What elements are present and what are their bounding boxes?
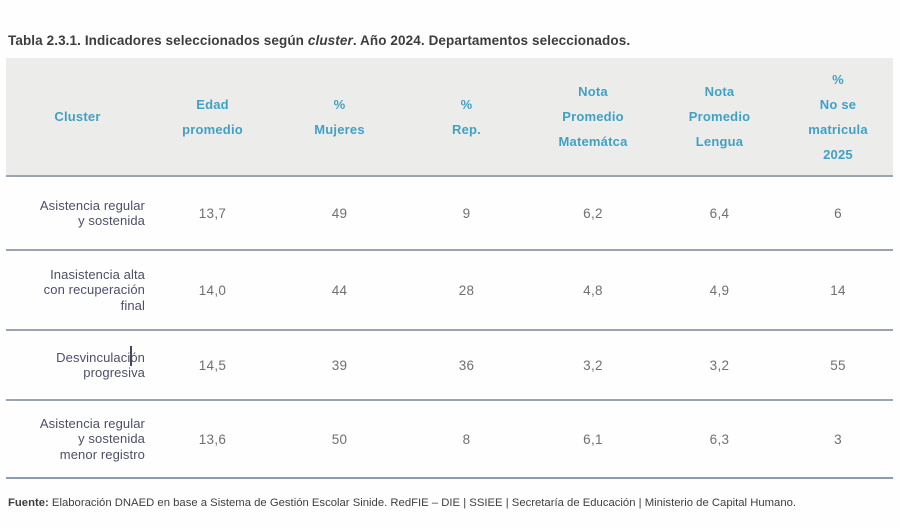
cell-value: 6,3 (656, 399, 783, 479)
cell-value: 39 (276, 329, 403, 400)
row-label: Desvinculación progresiva (6, 329, 149, 400)
row-label: Asistencia regular y sostenida (6, 175, 149, 250)
cell-value: 28 (403, 249, 530, 330)
table-title-pre: Tabla 2.3.1. Indicadores seleccionados s… (8, 33, 308, 48)
col-header-pct-no-matricula: % No se matricula 2025 (808, 71, 868, 162)
col-header-nota-matematica: Nota Promedio Matemátca (558, 84, 628, 149)
cell-value: 50 (276, 399, 403, 479)
source-note-label: Fuente: (8, 497, 49, 509)
cell-value: 36 (403, 329, 530, 400)
table-title-italic: cluster (307, 33, 353, 48)
cell-value: 13,7 (149, 175, 276, 250)
cell-value: 13,6 (149, 399, 276, 479)
cell-value: 14,5 (149, 329, 276, 400)
table-row: Asistencia regular y sostenida menor reg… (6, 399, 893, 479)
indicators-table: Cluster Edad promedio % Mujeres % Rep. N… (6, 58, 893, 479)
table-title: Tabla 2.3.1. Indicadores seleccionados s… (8, 33, 630, 48)
cell-value: 49 (276, 175, 403, 250)
source-note: Fuente: Elaboración DNAED en base a Sist… (8, 497, 796, 509)
cell-value: 3,2 (530, 329, 656, 400)
col-header-pct-mujeres: % Mujeres (314, 96, 365, 137)
source-note-text: Elaboración DNAED en base a Sistema de G… (48, 497, 797, 509)
cell-value: 14,0 (149, 249, 276, 330)
col-header-pct-rep: % Rep. (452, 96, 481, 137)
cell-value: 4,9 (656, 249, 783, 330)
text-cursor (130, 346, 132, 366)
cell-value: 44 (276, 249, 403, 330)
cell-value: 3,2 (656, 329, 783, 400)
cell-value: 14 (783, 249, 893, 330)
row-label: Asistencia regular y sostenida menor reg… (6, 399, 149, 479)
table-title-post: . Año 2024. Departamentos seleccionados. (352, 33, 631, 48)
cell-value: 55 (783, 329, 893, 400)
cell-value: 8 (403, 399, 530, 479)
cell-value: 9 (403, 175, 530, 250)
cell-value: 6,4 (656, 175, 783, 250)
cell-value: 6 (783, 175, 893, 250)
row-label: Inasistencia alta con recuperación final (6, 249, 149, 330)
cell-value: 6,2 (530, 175, 656, 250)
table-row: Inasistencia alta con recuperación final… (6, 249, 893, 330)
cell-value: 6,1 (530, 399, 656, 479)
col-header-cluster: Cluster (54, 109, 101, 124)
cell-value: 4,8 (530, 249, 656, 330)
cell-value: 3 (783, 399, 893, 479)
table-row: Asistencia regular y sostenida 13,7 49 9… (6, 175, 893, 250)
header-row: Cluster Edad promedio % Mujeres % Rep. N… (6, 58, 893, 176)
col-header-nota-lengua: Nota Promedio Lengua (688, 84, 751, 149)
col-header-edad-promedio: Edad promedio (182, 96, 243, 137)
table-row: Desvinculación progresiva 14,5 39 36 3,2… (6, 329, 893, 400)
